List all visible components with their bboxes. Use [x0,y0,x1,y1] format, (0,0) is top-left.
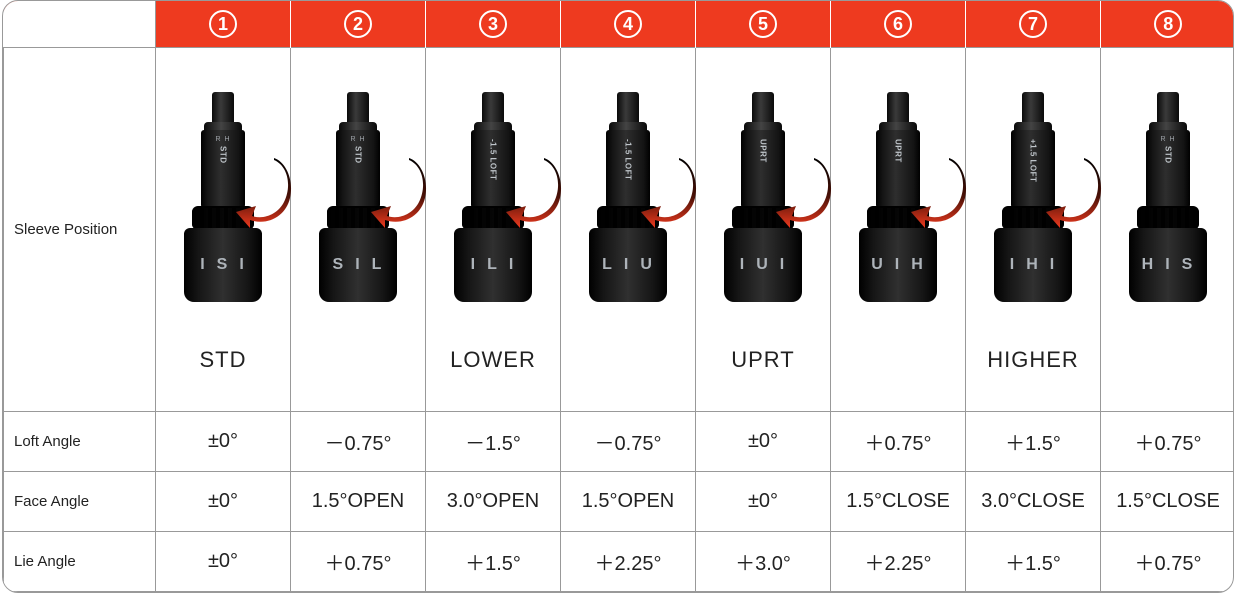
sleeve-rh: R H [350,136,365,143]
sleeve-lower: LIU [589,228,667,302]
sleeve-graphic: -1.5 LOFT LIU [589,92,667,302]
position-name: UPRT [696,347,831,411]
sleeve-lower: SIL [319,228,397,302]
row-label-sleeve: Sleeve Position [4,47,156,411]
position-name [1101,347,1235,411]
sleeve-cell: -1.5 LOFT ILI [426,47,561,347]
table: 1 2 3 4 5 6 7 8 Sleeve Position R H STD IS… [3,1,1234,592]
sleeve-cell: UPRT IUI [696,47,831,347]
sleeve-lower: ILI [454,228,532,302]
row-label-face: Face Angle [4,471,156,531]
lie-value: ＋1.5° [426,531,561,591]
row-label-loft: Loft Angle [4,411,156,471]
lie-value: ＋2.25° [831,531,966,591]
sleeve-graphic: R H STD ISI [184,92,262,302]
position-name [561,347,696,411]
header-num: 6 [884,10,912,38]
sleeve-lower: HIS [1129,228,1207,302]
lie-value: ＋2.25° [561,531,696,591]
sleeve-lower: ISI [184,228,262,302]
sleeve-cell: R H STD SIL [291,47,426,347]
sleeve-lower: IHI [994,228,1072,302]
sleeve-cell: R H STD HIS [1101,47,1235,347]
loft-value: ±0° [156,411,291,471]
position-name: LOWER [426,347,561,411]
face-value: 1.5°CLOSE [831,471,966,531]
sleeve-row: Sleeve Position R HSTDISI R HSTDSIL -1.5… [4,47,1235,347]
face-row: Face Angle ±0° 1.5°OPEN 3.0°OPEN 1.5°OPE… [4,471,1235,531]
header-cell-8: 8 [1101,1,1235,47]
sleeve-graphic: R H STD SIL [319,92,397,302]
header-cell-2: 2 [291,1,426,47]
loft-value: ±0° [696,411,831,471]
lie-row: Lie Angle ±0° ＋0.75° ＋1.5° ＋2.25° ＋3.0° … [4,531,1235,591]
sleeve-upper-text: STD [219,146,228,164]
header-num: 3 [479,10,507,38]
loft-value: ＋1.5° [966,411,1101,471]
header-num: 2 [344,10,372,38]
sleeve-upper-text: STD [354,146,363,164]
header-cell-6: 6 [831,1,966,47]
header-num: 1 [209,10,237,38]
loft-value: ＋0.75° [831,411,966,471]
sleeve-upper-text: UPRT [894,139,903,163]
face-value: 1.5°OPEN [291,471,426,531]
loft-value: －1.5° [426,411,561,471]
sleeve-graphic: UPRT IUI [724,92,802,302]
position-name-row: STD LOWER UPRT HIGHER [4,347,1235,411]
sleeve-upper-text: STD [1164,146,1173,164]
header-num: 5 [749,10,777,38]
lie-value: ＋1.5° [966,531,1101,591]
position-name [291,347,426,411]
row-label-lie: Lie Angle [4,531,156,591]
sleeve-upper-text: -1.5 LOFT [624,139,633,180]
loft-value: －0.75° [561,411,696,471]
sleeve-graphic: +1.5 LOFT IHI [994,92,1072,302]
sleeve-rh: R H [215,136,230,143]
sleeve-upper-text: +1.5 LOFT [1029,139,1038,182]
sleeve-cell: R H STD ISI [156,47,291,347]
face-value: 1.5°OPEN [561,471,696,531]
header-cell-3: 3 [426,1,561,47]
position-name [831,347,966,411]
lie-value: ±0° [156,531,291,591]
sleeve-graphic: R H STD HIS [1129,92,1207,302]
sleeve-rh: R H [1160,136,1175,143]
sleeve-upper-text: UPRT [759,139,768,163]
loft-value: －0.75° [291,411,426,471]
header-num: 4 [614,10,642,38]
header-num: 7 [1019,10,1047,38]
lie-value: ＋0.75° [1101,531,1235,591]
sleeve-graphic: UPRT UIH [859,92,937,302]
sleeve-lower: IUI [724,228,802,302]
header-cell-5: 5 [696,1,831,47]
header-cell-1: 1 [156,1,291,47]
face-value: 1.5°CLOSE [1101,471,1235,531]
face-value: ±0° [156,471,291,531]
header-blank [4,1,156,47]
lie-value: ＋3.0° [696,531,831,591]
face-value: ±0° [696,471,831,531]
header-cell-4: 4 [561,1,696,47]
sleeve-upper-text: -1.5 LOFT [489,139,498,180]
face-value: 3.0°CLOSE [966,471,1101,531]
loft-value: ＋0.75° [1101,411,1235,471]
header-num: 8 [1154,10,1182,38]
lie-value: ＋0.75° [291,531,426,591]
sleeve-cell: +1.5 LOFT IHI [966,47,1101,347]
sleeve-cell: UPRT UIH [831,47,966,347]
position-name: HIGHER [966,347,1101,411]
sleeve-lower: UIH [859,228,937,302]
loft-row: Loft Angle ±0° －0.75° －1.5° －0.75° ±0° ＋… [4,411,1235,471]
header-cell-7: 7 [966,1,1101,47]
sleeve-cell: -1.5 LOFT LIU [561,47,696,347]
face-value: 3.0°OPEN [426,471,561,531]
position-name: STD [156,347,291,411]
sleeve-position-table: 1 2 3 4 5 6 7 8 Sleeve Position R H STD IS… [2,0,1234,593]
header-row: 1 2 3 4 5 6 7 8 [4,1,1235,47]
sleeve-graphic: -1.5 LOFT ILI [454,92,532,302]
